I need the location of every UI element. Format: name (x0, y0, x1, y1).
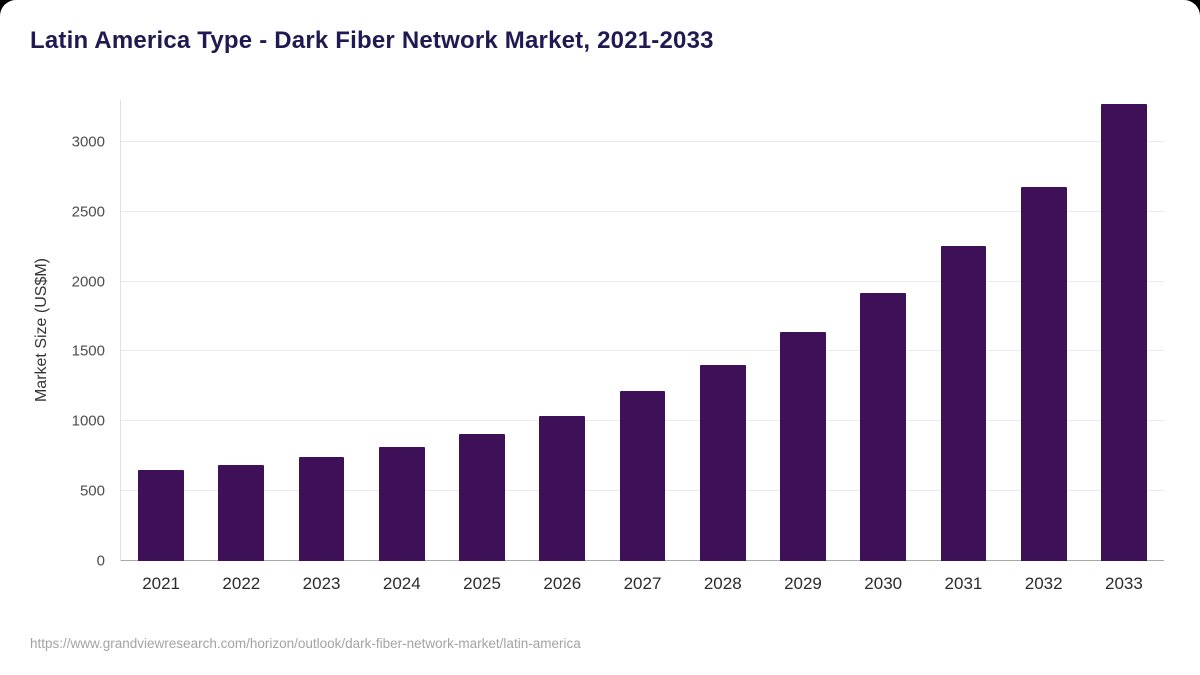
bar-slot-2033: 2033 (1084, 100, 1164, 593)
bar-2023 (298, 456, 345, 561)
x-tick-label: 2023 (302, 574, 341, 593)
y-tick-label: 0 (96, 552, 105, 570)
bar-slot-2029: 2029 (763, 100, 843, 593)
bar-slot-2023: 2023 (281, 100, 361, 593)
plot-area: 2021 2022 2023 2024 2025 2026 2027 2028 2029 2030… (72, 100, 1164, 593)
x-tick-label: 2021 (142, 574, 181, 593)
y-tick-label: 3000 (71, 133, 105, 151)
bar-slot-2031: 2031 (923, 100, 1003, 593)
bar-2032 (1020, 186, 1067, 561)
y-tick-label: 2000 (71, 273, 105, 291)
x-tick-label: 2022 (222, 574, 261, 593)
bar-slot-2026: 2026 (522, 100, 602, 593)
x-tick-label: 2028 (703, 574, 742, 593)
bars-container: 2021 2022 2023 2024 2025 2026 2027 2028 2029 2030… (121, 100, 1164, 593)
y-tick-label: 500 (79, 482, 105, 500)
bar-2026 (539, 415, 586, 561)
x-tick-label: 2033 (1105, 574, 1143, 593)
bar-slot-2032: 2032 (1004, 100, 1084, 593)
x-tick-label: 2032 (1024, 574, 1063, 593)
gridline (121, 280, 1164, 282)
bar-slot-2025: 2025 (442, 100, 522, 593)
y-axis-label: Market Size (US$M) (33, 257, 50, 403)
source-url: https://www.grandviewresearch.com/horizo… (30, 636, 581, 651)
y-tick-label: 2500 (71, 203, 105, 221)
bar-slot-2030: 2030 (843, 100, 923, 593)
x-tick-label: 2026 (543, 574, 582, 593)
x-tick-label: 2024 (382, 574, 421, 593)
bar-2030 (860, 293, 907, 561)
bar-2028 (699, 364, 746, 561)
bar-slot-2021: 2021 (121, 100, 201, 593)
bar-2024 (378, 447, 425, 561)
bar-slot-2024: 2024 (362, 100, 442, 593)
bar-slot-2028: 2028 (683, 100, 763, 593)
bar-2033 (1101, 104, 1147, 561)
bar-2022 (218, 464, 265, 561)
x-tick-label: 2031 (944, 574, 983, 593)
bar-2021 (138, 470, 184, 561)
gridline (121, 210, 1164, 212)
x-tick-label: 2027 (623, 574, 662, 593)
x-tick-label: 2025 (463, 574, 501, 593)
bar-slot-2027: 2027 (602, 100, 682, 593)
x-tick-label: 2029 (784, 574, 822, 593)
chart-title: Latin America Type - Dark Fiber Network … (30, 27, 714, 54)
gridline (121, 350, 1164, 352)
y-tick-label: 1500 (71, 342, 105, 360)
bar-2031 (940, 245, 987, 561)
y-tick-label: 1000 (71, 412, 105, 430)
x-tick-label: 2030 (864, 574, 903, 593)
gridline (121, 140, 1164, 142)
bar-2027 (619, 391, 666, 561)
bar-2029 (780, 331, 826, 561)
bar-2025 (459, 433, 505, 561)
bar-slot-2022: 2022 (201, 100, 281, 593)
